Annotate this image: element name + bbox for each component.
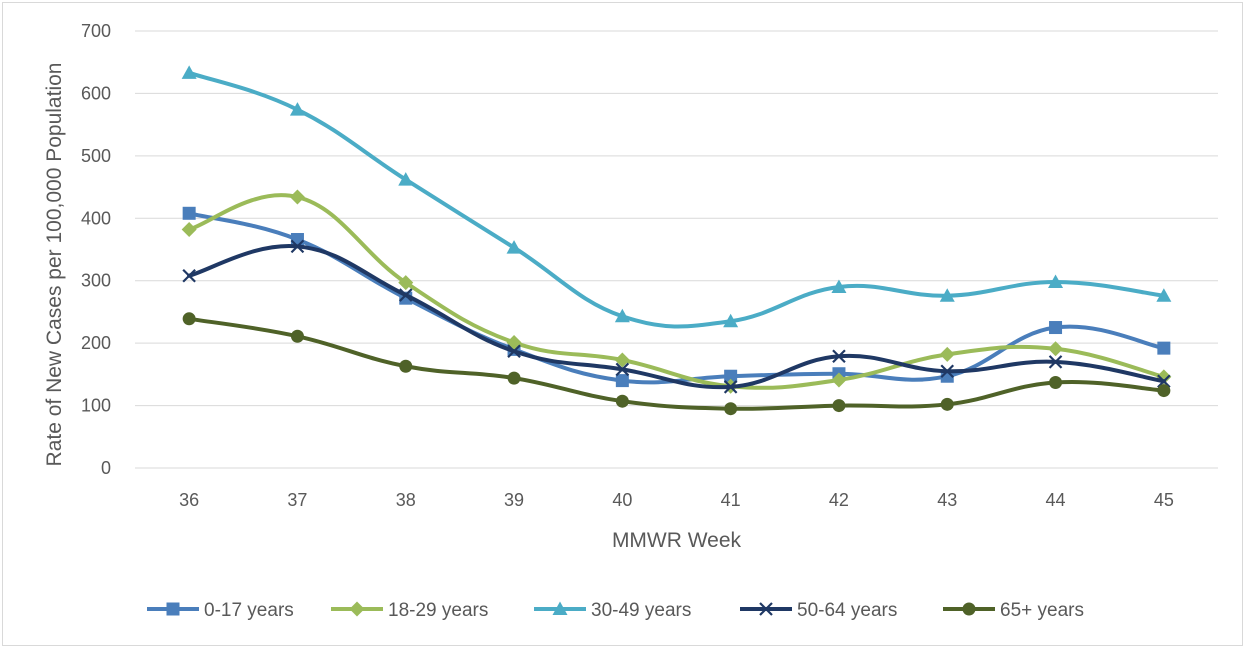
gridlines [135, 30, 1218, 407]
legend-marker [349, 601, 365, 617]
legend-label: 30-49 years [591, 600, 691, 621]
series-line [187, 211, 1166, 385]
data-point [615, 374, 629, 388]
legend-item: 0-17 years [147, 600, 294, 621]
data-point [398, 288, 413, 302]
data-point [614, 308, 630, 323]
data-point [832, 399, 846, 413]
data-point [182, 268, 196, 283]
y-tick-label: 700 [81, 21, 111, 41]
legend-item: 65+ years [943, 600, 1084, 621]
data-point [939, 288, 955, 302]
data-point [507, 371, 521, 385]
data-point [398, 275, 414, 291]
legend-label: 18-29 years [388, 600, 488, 621]
y-tick-label: 0 [101, 458, 111, 478]
data-point [1049, 375, 1063, 389]
data-point [614, 352, 630, 368]
series-3 [181, 65, 1172, 329]
data-point [615, 394, 629, 408]
y-tick-label: 500 [81, 146, 111, 166]
data-point [399, 359, 413, 373]
x-axis-ticks: 36 37 38 39 40 41 42 43 44 45 [179, 490, 1174, 510]
legend-marker [166, 602, 180, 616]
data-point [506, 240, 522, 254]
data-point [723, 380, 738, 394]
series-line [187, 193, 1166, 390]
series-line [187, 316, 1166, 411]
series-4 [182, 239, 1171, 394]
data-point [1157, 374, 1171, 389]
y-tick-label: 600 [81, 83, 111, 103]
data-point [398, 172, 414, 186]
y-tick-label: 200 [81, 333, 111, 353]
data-point [1157, 384, 1171, 398]
legend-marker [962, 602, 976, 616]
x-axis-title: MMWR Week [612, 529, 742, 552]
legend-item: 18-29 years [331, 600, 488, 621]
data-point [289, 102, 305, 116]
series-layer [181, 65, 1172, 416]
data-point [940, 397, 954, 411]
legend-label: 65+ years [1000, 600, 1084, 621]
data-point [290, 233, 304, 247]
y-tick-label: 400 [81, 208, 111, 228]
y-axis-title: Rate of New Cases per 100,000 Population [43, 63, 66, 467]
data-point [831, 279, 847, 293]
x-tick-label: 37 [287, 490, 307, 510]
data-point [290, 239, 305, 254]
data-point [182, 206, 196, 220]
data-point [1048, 274, 1064, 288]
y-tick-label: 300 [81, 271, 111, 291]
series-line [187, 244, 1166, 390]
x-tick-label: 36 [179, 490, 199, 510]
series-5 [182, 312, 1171, 416]
x-tick-label: 44 [1046, 490, 1066, 510]
data-point [289, 189, 305, 205]
legend-label: 0-17 years [204, 600, 294, 621]
data-point [1048, 355, 1063, 369]
x-tick-label: 39 [504, 490, 524, 510]
x-tick-label: 45 [1154, 490, 1174, 510]
series-1 [182, 206, 1171, 388]
series-line [187, 70, 1166, 329]
data-point [940, 364, 955, 379]
data-point [181, 222, 197, 238]
data-point [182, 312, 196, 326]
data-point [724, 402, 738, 416]
data-point [724, 369, 738, 383]
y-axis-ticks: 0 100 200 300 400 500 600 700 [81, 21, 111, 478]
legend-label: 50-64 years [797, 600, 897, 621]
data-point [615, 362, 630, 377]
legend-item: 50-64 years [740, 600, 897, 621]
x-tick-label: 38 [396, 490, 416, 510]
legend-marker [759, 602, 773, 616]
legend: 0-17 years 18-29 years 30-49 years 50-64 ye… [147, 600, 1084, 621]
data-point [832, 349, 846, 364]
legend-item: 30-49 years [534, 600, 691, 621]
data-point [1048, 341, 1064, 357]
data-point [939, 346, 955, 362]
x-tick-label: 42 [829, 490, 849, 510]
legend-marker [552, 601, 568, 615]
data-point [1157, 341, 1171, 355]
y-tick-label: 100 [81, 396, 111, 416]
data-point [181, 65, 197, 79]
data-point [831, 372, 847, 388]
data-point [507, 344, 521, 359]
x-tick-label: 43 [937, 490, 957, 510]
data-point [290, 329, 304, 343]
x-tick-label: 41 [721, 490, 741, 510]
x-tick-label: 40 [612, 490, 632, 510]
data-point [1156, 288, 1172, 302]
data-point [1049, 321, 1063, 335]
data-point [723, 313, 739, 328]
